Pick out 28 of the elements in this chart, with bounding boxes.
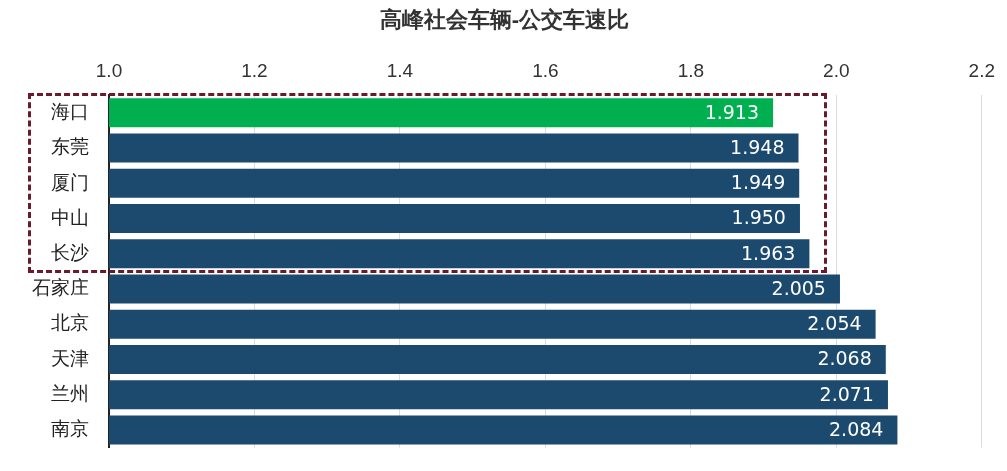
y-tick-label: 海口 xyxy=(51,101,89,123)
y-tick-label: 厦门 xyxy=(51,171,89,193)
data-label: 1.913 xyxy=(704,100,760,123)
y-tick-label: 中山 xyxy=(51,206,89,228)
y-tick-label: 北京 xyxy=(51,312,89,334)
data-label: 2.005 xyxy=(771,276,826,299)
y-tick-label: 天津 xyxy=(51,347,89,369)
data-label: 1.949 xyxy=(730,171,786,194)
y-tick-label: 南京 xyxy=(51,418,89,440)
y-tick-label: 兰州 xyxy=(51,382,89,404)
data-label: 1.948 xyxy=(730,136,785,158)
data-label: 2.084 xyxy=(829,417,884,440)
x-tick-label: 1.8 xyxy=(677,60,705,82)
x-tick-label: 1.2 xyxy=(241,60,268,82)
x-tick-label: 2.2 xyxy=(968,60,995,82)
data-label: 2.068 xyxy=(817,347,872,370)
x-tick-label: 1.0 xyxy=(95,60,123,82)
data-label: 1.963 xyxy=(741,241,796,264)
data-label: 1.950 xyxy=(731,206,786,229)
x-tick-label: 1.6 xyxy=(532,60,559,82)
y-tick-label: 长沙 xyxy=(51,242,89,264)
x-tick-label: 1.4 xyxy=(386,60,414,82)
data-label: 2.071 xyxy=(819,382,874,405)
x-tick-label: 2.0 xyxy=(823,60,850,82)
y-tick-label: 东莞 xyxy=(51,136,89,158)
data-label: 2.054 xyxy=(807,312,862,335)
y-tick-label: 石家庄 xyxy=(32,277,89,299)
chart-title: 高峰社会车辆-公交车速比 xyxy=(379,7,630,33)
